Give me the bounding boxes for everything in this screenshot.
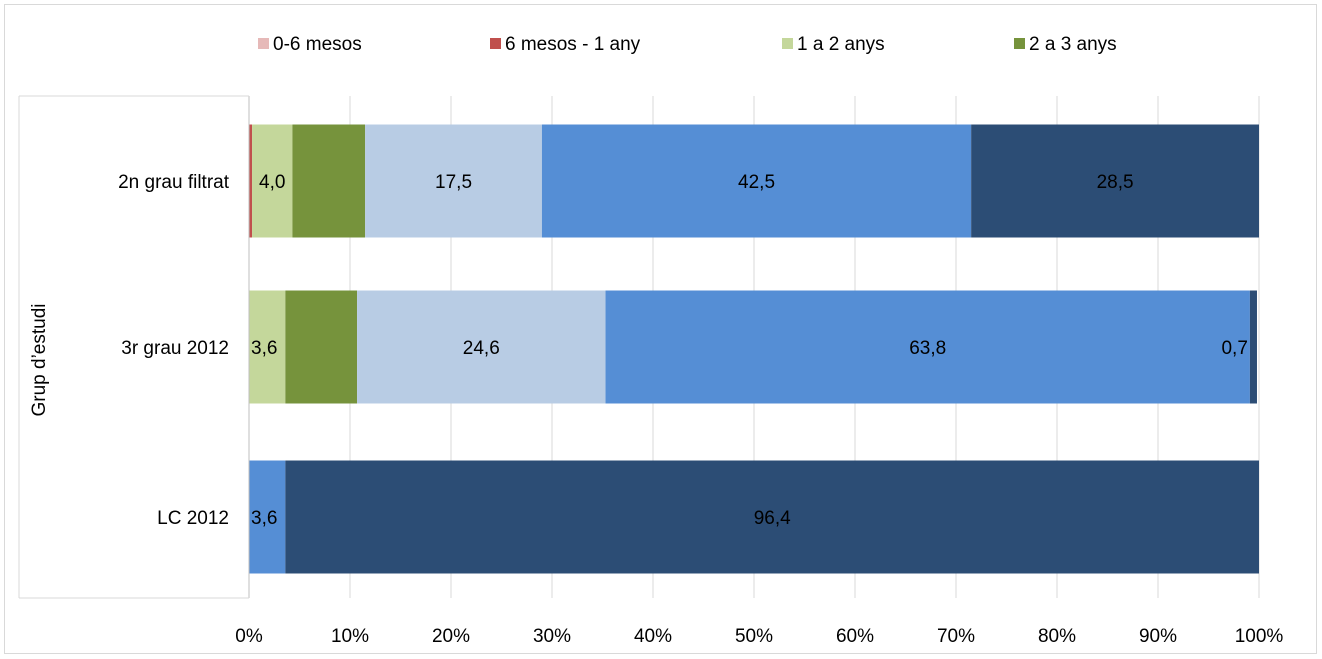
- bar-segment: [252, 124, 293, 238]
- x-tick-label: 20%: [432, 626, 470, 647]
- data-label: 0,7: [1221, 338, 1247, 359]
- x-tick-label: 30%: [533, 626, 571, 647]
- legend-swatch: [490, 38, 501, 49]
- bar-segment: [971, 124, 1259, 238]
- x-tick-label: 100%: [1235, 626, 1284, 647]
- data-label: 42,5: [738, 172, 775, 193]
- data-label: 17,5: [435, 172, 472, 193]
- data-label: 28,5: [1097, 172, 1134, 193]
- data-label: 24,6: [463, 338, 500, 359]
- category-label: LC 2012: [157, 508, 229, 529]
- bars: 4,0 17,5 42,5 28,5 3,6 24,6 63,8 0,7 3,6 96,4: [249, 124, 1259, 574]
- x-tick-label: 70%: [937, 626, 975, 647]
- x-tick-label: 40%: [634, 626, 672, 647]
- bar-segment: [605, 290, 1250, 404]
- data-label: 3,6: [251, 508, 277, 529]
- bar-segment: [541, 124, 972, 238]
- data-label: 4,0: [259, 172, 285, 193]
- bar-segment: [365, 124, 542, 238]
- bar-segment: [249, 290, 286, 404]
- bar-segment: [285, 290, 358, 404]
- bar-segment: [285, 460, 1259, 574]
- x-tick-label: 50%: [735, 626, 773, 647]
- legend: 0-6 mesos 6 mesos - 1 any 1 a 2 anys 2 a 3 …: [258, 34, 1117, 55]
- data-label: 96,4: [754, 508, 791, 529]
- bar-segment: [249, 460, 286, 574]
- x-tick-label: 90%: [1139, 626, 1177, 647]
- legend-swatch: [782, 38, 793, 49]
- x-tick-label: 60%: [836, 626, 874, 647]
- y-axis-title: Grup d’estudi: [29, 303, 50, 416]
- x-tick-label: 10%: [331, 626, 369, 647]
- data-label: 3,6: [251, 338, 277, 359]
- legend-label: 2 a 3 anys: [1029, 34, 1117, 55]
- bar-segment: [1249, 290, 1257, 404]
- axes: 0% 10% 20% 30% 40% 50% 60% 70% 80% 90% 100% 2n grau…: [18, 95, 1284, 647]
- legend-label: 1 a 2 anys: [797, 34, 885, 55]
- legend-label: 0-6 mesos: [273, 34, 362, 55]
- category-label: 2n grau filtrat: [118, 172, 230, 193]
- legend-swatch: [1014, 38, 1025, 49]
- x-tick-label: 80%: [1038, 626, 1076, 647]
- x-tick-label: 0%: [235, 626, 263, 647]
- bar-segment: [292, 124, 366, 238]
- category-label: 3r grau 2012: [121, 338, 229, 359]
- legend-label: 6 mesos - 1 any: [505, 34, 641, 55]
- data-label: 63,8: [909, 338, 946, 359]
- bar-segment: [249, 124, 253, 238]
- legend-swatch: [258, 38, 269, 49]
- bar-segment: [357, 290, 606, 404]
